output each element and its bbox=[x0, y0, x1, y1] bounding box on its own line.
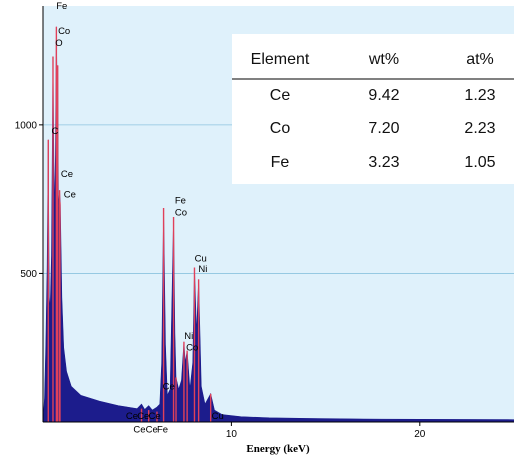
table-cell: 1.23 bbox=[464, 87, 495, 104]
peak-label: Ce bbox=[126, 411, 138, 422]
peak-label: O bbox=[55, 38, 62, 49]
table-background bbox=[232, 34, 514, 184]
peak-label: Co bbox=[58, 26, 70, 37]
peak-label: Ni bbox=[198, 264, 207, 275]
peak-label: Ce bbox=[61, 169, 73, 180]
peak-label: Fe bbox=[157, 424, 168, 435]
table-cell: Co bbox=[270, 120, 291, 137]
table-header-cell: Element bbox=[251, 51, 310, 68]
spectrum-area bbox=[42, 26, 514, 423]
peak-label: Ce bbox=[146, 424, 158, 435]
peak-lines bbox=[47, 26, 212, 422]
peak-label: Ce bbox=[163, 381, 175, 392]
table-cell: 2.23 bbox=[464, 120, 495, 137]
peak-label: Fe bbox=[175, 196, 186, 207]
peak-label: Ce bbox=[149, 411, 161, 422]
peak-label: Ce bbox=[137, 411, 149, 422]
peak-label: Ni bbox=[184, 331, 193, 342]
y-tick-label: 500 bbox=[20, 269, 37, 280]
table-cell: 7.20 bbox=[368, 120, 399, 137]
peak-label: Cu bbox=[212, 411, 224, 422]
peak-label: Co bbox=[186, 343, 198, 354]
peak-label: Fe bbox=[56, 1, 67, 12]
table-header-cell: at% bbox=[466, 51, 494, 68]
x-axis-ticks: 10 20 bbox=[226, 422, 426, 440]
x-axis-label: Energy (keV) bbox=[246, 443, 310, 455]
table-cell: 9.42 bbox=[368, 87, 399, 104]
composition-table: Element wt% at% Ce 9.42 1.23 Co 7.20 2.23 Fe 3.23 1… bbox=[232, 34, 514, 184]
y-axis-ticks: 500 1000 bbox=[15, 120, 43, 280]
y-tick-label: 1000 bbox=[15, 120, 38, 131]
table-cell: Fe bbox=[271, 154, 290, 171]
peak-label: Cu bbox=[195, 254, 207, 265]
x-tick-label: 20 bbox=[414, 429, 426, 440]
table-cell: 3.23 bbox=[368, 154, 399, 171]
peak-label: Ce bbox=[133, 424, 145, 435]
peak-label: Ce bbox=[64, 190, 76, 201]
table-header-cell: wt% bbox=[368, 51, 399, 68]
peak-label: C bbox=[51, 126, 58, 137]
peak-label: Co bbox=[175, 207, 187, 218]
table-cell: Ce bbox=[270, 87, 291, 104]
table-cell: 1.05 bbox=[464, 154, 495, 171]
x-tick-label: 10 bbox=[226, 429, 238, 440]
